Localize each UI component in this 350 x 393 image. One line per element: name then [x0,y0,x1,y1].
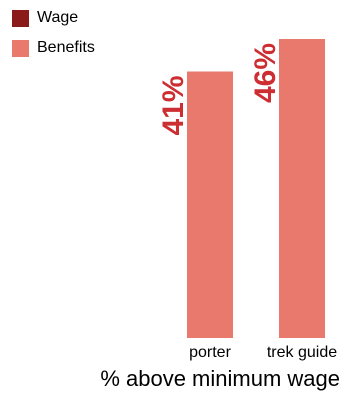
x-tick-label-porter: porter [189,344,231,361]
bar-porter [187,71,233,338]
legend-label-benefits: Benefits [37,39,95,56]
bars-group [187,39,325,338]
data-label-trek-guide: 46% [249,43,282,103]
bar-trek-guide [279,39,325,338]
legend-label-wage: Wage [37,9,79,26]
value-labels-group: 41% 46% [157,43,282,136]
legend-item-wage: Wage [12,8,95,28]
x-axis-title: % above minimum wage [100,366,340,391]
legend-swatch-benefits [12,39,29,57]
legend-item-benefits: Benefits [12,38,95,58]
x-tick-label-trek-guide: trek guide [267,344,337,361]
legend-swatch-wage [12,9,29,27]
data-label-porter: 41% [157,75,190,135]
x-tick-labels-group: porter trek guide [189,344,337,361]
legend: Wage Benefits [12,8,95,68]
